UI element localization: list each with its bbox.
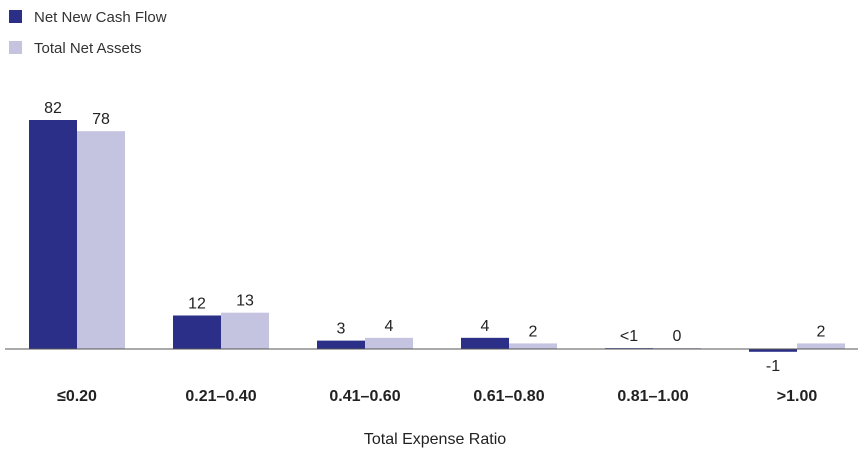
- category-label-cat-1: ≤0.20: [57, 388, 97, 405]
- value-label-net-new-cash-flow-cat-5: <1: [620, 328, 638, 345]
- bar-net-new-cash-flow-cat-2: [173, 315, 221, 349]
- bar-net-new-cash-flow-cat-6: [749, 349, 797, 352]
- category-label-cat-6: >1.00: [777, 388, 818, 405]
- category-label-cat-3: 0.41–0.60: [329, 388, 400, 405]
- category-label-cat-4: 0.61–0.80: [473, 388, 544, 405]
- value-label-net-new-cash-flow-cat-3: 3: [337, 321, 346, 338]
- legend-item-net-new-cash-flow: Net New Cash Flow: [9, 9, 167, 26]
- bar-total-net-assets-cat-2: [221, 312, 269, 349]
- legend: Net New Cash Flow Total Net Assets: [9, 9, 167, 57]
- bar-total-net-assets-cat-6: [797, 343, 845, 349]
- value-label-total-net-assets-cat-5: 0: [673, 328, 682, 345]
- x-axis-title: Total Expense Ratio: [364, 431, 506, 448]
- value-label-net-new-cash-flow-cat-2: 12: [188, 295, 206, 312]
- value-label-total-net-assets-cat-1: 78: [92, 111, 110, 128]
- bar-total-net-assets-cat-4: [509, 343, 557, 349]
- bar-total-net-assets-cat-1: [77, 131, 125, 349]
- legend-label-total-net-assets: Total Net Assets: [34, 40, 142, 57]
- value-label-total-net-assets-cat-4: 2: [529, 323, 538, 340]
- category-label-cat-2: 0.21–0.40: [185, 388, 256, 405]
- value-label-net-new-cash-flow-cat-1: 82: [44, 100, 62, 117]
- legend-swatch-total-net-assets: [9, 41, 22, 54]
- bars-group: [29, 120, 845, 352]
- bar-net-new-cash-flow-cat-3: [317, 340, 365, 349]
- value-label-net-new-cash-flow-cat-6: -1: [766, 358, 780, 375]
- bar-net-new-cash-flow-cat-4: [461, 337, 509, 349]
- value-label-total-net-assets-cat-2: 13: [236, 293, 254, 310]
- bar-total-net-assets-cat-3: [365, 337, 413, 349]
- legend-swatch-net-new-cash-flow: [9, 10, 22, 23]
- value-labels-group: 82 78 12 13 3 4 4 2 <1 0 -1 2: [44, 100, 825, 375]
- value-label-net-new-cash-flow-cat-4: 4: [481, 318, 490, 335]
- category-label-cat-5: 0.81–1.00: [617, 388, 688, 405]
- legend-item-total-net-assets: Total Net Assets: [9, 40, 142, 57]
- value-label-total-net-assets-cat-3: 4: [385, 318, 394, 335]
- value-label-total-net-assets-cat-6: 2: [817, 323, 826, 340]
- legend-label-net-new-cash-flow: Net New Cash Flow: [34, 9, 167, 26]
- bar-net-new-cash-flow-cat-1: [29, 120, 77, 349]
- category-labels-group: ≤0.20 0.21–0.40 0.41–0.60 0.61–0.80 0.81–1.0…: [57, 388, 817, 405]
